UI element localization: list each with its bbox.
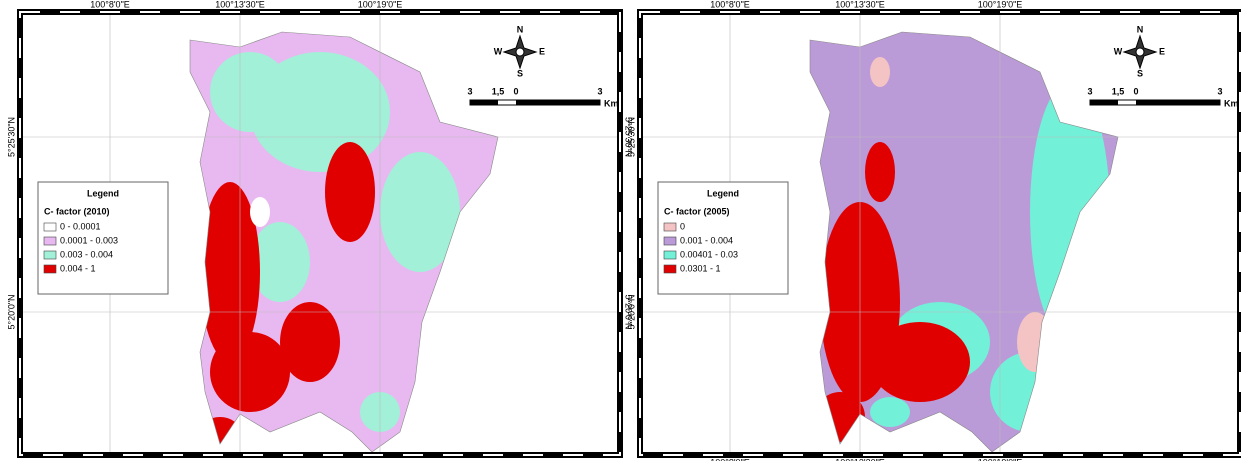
compass-letter: E [539, 46, 545, 56]
coord-label: 100°8'0"E [710, 457, 750, 461]
coord-label: 100°13'30"E [215, 0, 265, 9]
legend-swatch [663, 250, 677, 260]
legend-box [657, 181, 789, 295]
north-arrow: N E S W [1114, 24, 1165, 78]
compass-letter: E [1159, 46, 1165, 56]
scale-label: 0 [513, 86, 518, 96]
scale-label: 0 [1133, 86, 1138, 96]
legend-label: 0.0301 - 1 [680, 263, 721, 273]
scale-unit: Km [1224, 98, 1239, 108]
zone [325, 142, 375, 242]
zone [380, 152, 460, 272]
legend: Legend C- factor (2005) 0 0.001 - 0.004 0.00… [657, 181, 789, 295]
legend-label: 0.001 - 0.004 [680, 235, 733, 245]
frame-ticks [19, 11, 621, 456]
coord-label: 100°13'30"E [835, 457, 885, 461]
legend-label: 0 - 0.0001 [60, 221, 101, 231]
zone [870, 397, 910, 427]
map-panel: 100°8'0"E 100°13'30"E 100°19'0"E 5°25'30"N 5… [6, 0, 634, 458]
legend-swatch [43, 236, 57, 246]
legend-label: 0.00401 - 0.03 [680, 249, 738, 259]
zone [870, 322, 970, 402]
legend-subtitle: C- factor (2010) [44, 206, 110, 216]
legend-box [37, 181, 169, 295]
legend-swatch [43, 222, 57, 232]
legend-swatch [663, 236, 677, 246]
scale-label: 3 [597, 86, 602, 96]
compass-letter: S [517, 68, 523, 78]
coord-label: 100°19'0"E [358, 0, 403, 9]
legend-title: Legend [707, 188, 739, 198]
legend-swatch [43, 264, 57, 274]
compass-center [515, 47, 525, 57]
zone [250, 197, 270, 227]
zone [870, 57, 890, 87]
legend-label: 0.004 - 1 [60, 263, 96, 273]
coord-label: 5°25'30"N [624, 117, 634, 157]
scale-bar-segment [516, 100, 600, 105]
legend-label: 0 [680, 221, 685, 231]
scale-label: 3 [1087, 86, 1092, 96]
legend: Legend C- factor (2010) 0 - 0.0001 0.0001 -… [37, 181, 169, 295]
scale-bar-segment [1136, 100, 1220, 105]
coord-label: 100°8'0"E [90, 0, 130, 9]
compass-center [1135, 47, 1145, 57]
frame-ticks [639, 11, 1241, 456]
island-outline [809, 31, 1119, 453]
coord-label: 100°13'30"E [835, 0, 885, 9]
island-outline [189, 31, 499, 453]
zone [200, 182, 260, 362]
scale-bar-segment [1090, 100, 1118, 105]
compass-letter: W [1114, 46, 1123, 56]
zone [865, 142, 895, 202]
scale-label: 3 [1217, 86, 1222, 96]
coord-label: 5°20'0"N [6, 294, 16, 329]
zone [210, 52, 290, 132]
compass-letter: W [494, 46, 503, 56]
zone [210, 332, 290, 412]
coord-label: 5°25'30"N [626, 117, 636, 157]
compass-letter: S [1137, 68, 1143, 78]
legend-swatch [43, 250, 57, 260]
compass-letter: N [1137, 24, 1144, 34]
legend-subtitle: C- factor (2005) [664, 206, 730, 216]
legend-swatch [663, 222, 677, 232]
legend-label: 0.0001 - 0.003 [60, 235, 118, 245]
scale-unit: Km [604, 98, 619, 108]
coord-label: 5°20'0"N [624, 294, 634, 329]
compass-letter: N [517, 24, 524, 34]
map-panel: 100°8'0"E 100°13'30"E 100°19'0"E 100°8'0"E 1… [626, 0, 1241, 466]
legend-label: 0.003 - 0.004 [60, 249, 113, 259]
scale-label: 3 [467, 86, 472, 96]
coord-label: 5°25'30"N [6, 117, 16, 157]
legend-swatch [663, 264, 677, 274]
scale-bar-segment [470, 100, 498, 105]
legend-title: Legend [87, 188, 119, 198]
coord-label: 100°19'0"E [978, 0, 1023, 9]
coord-label: 5°20'0"N [626, 294, 636, 329]
north-arrow: N E S W [494, 24, 545, 78]
scale-label: 1,5 [1112, 86, 1125, 96]
scale-label: 1,5 [492, 86, 505, 96]
zone [250, 222, 310, 302]
zone [280, 302, 340, 382]
coord-label: 100°8'0"E [710, 0, 750, 9]
coord-label: 100°19'0"E [978, 457, 1023, 461]
